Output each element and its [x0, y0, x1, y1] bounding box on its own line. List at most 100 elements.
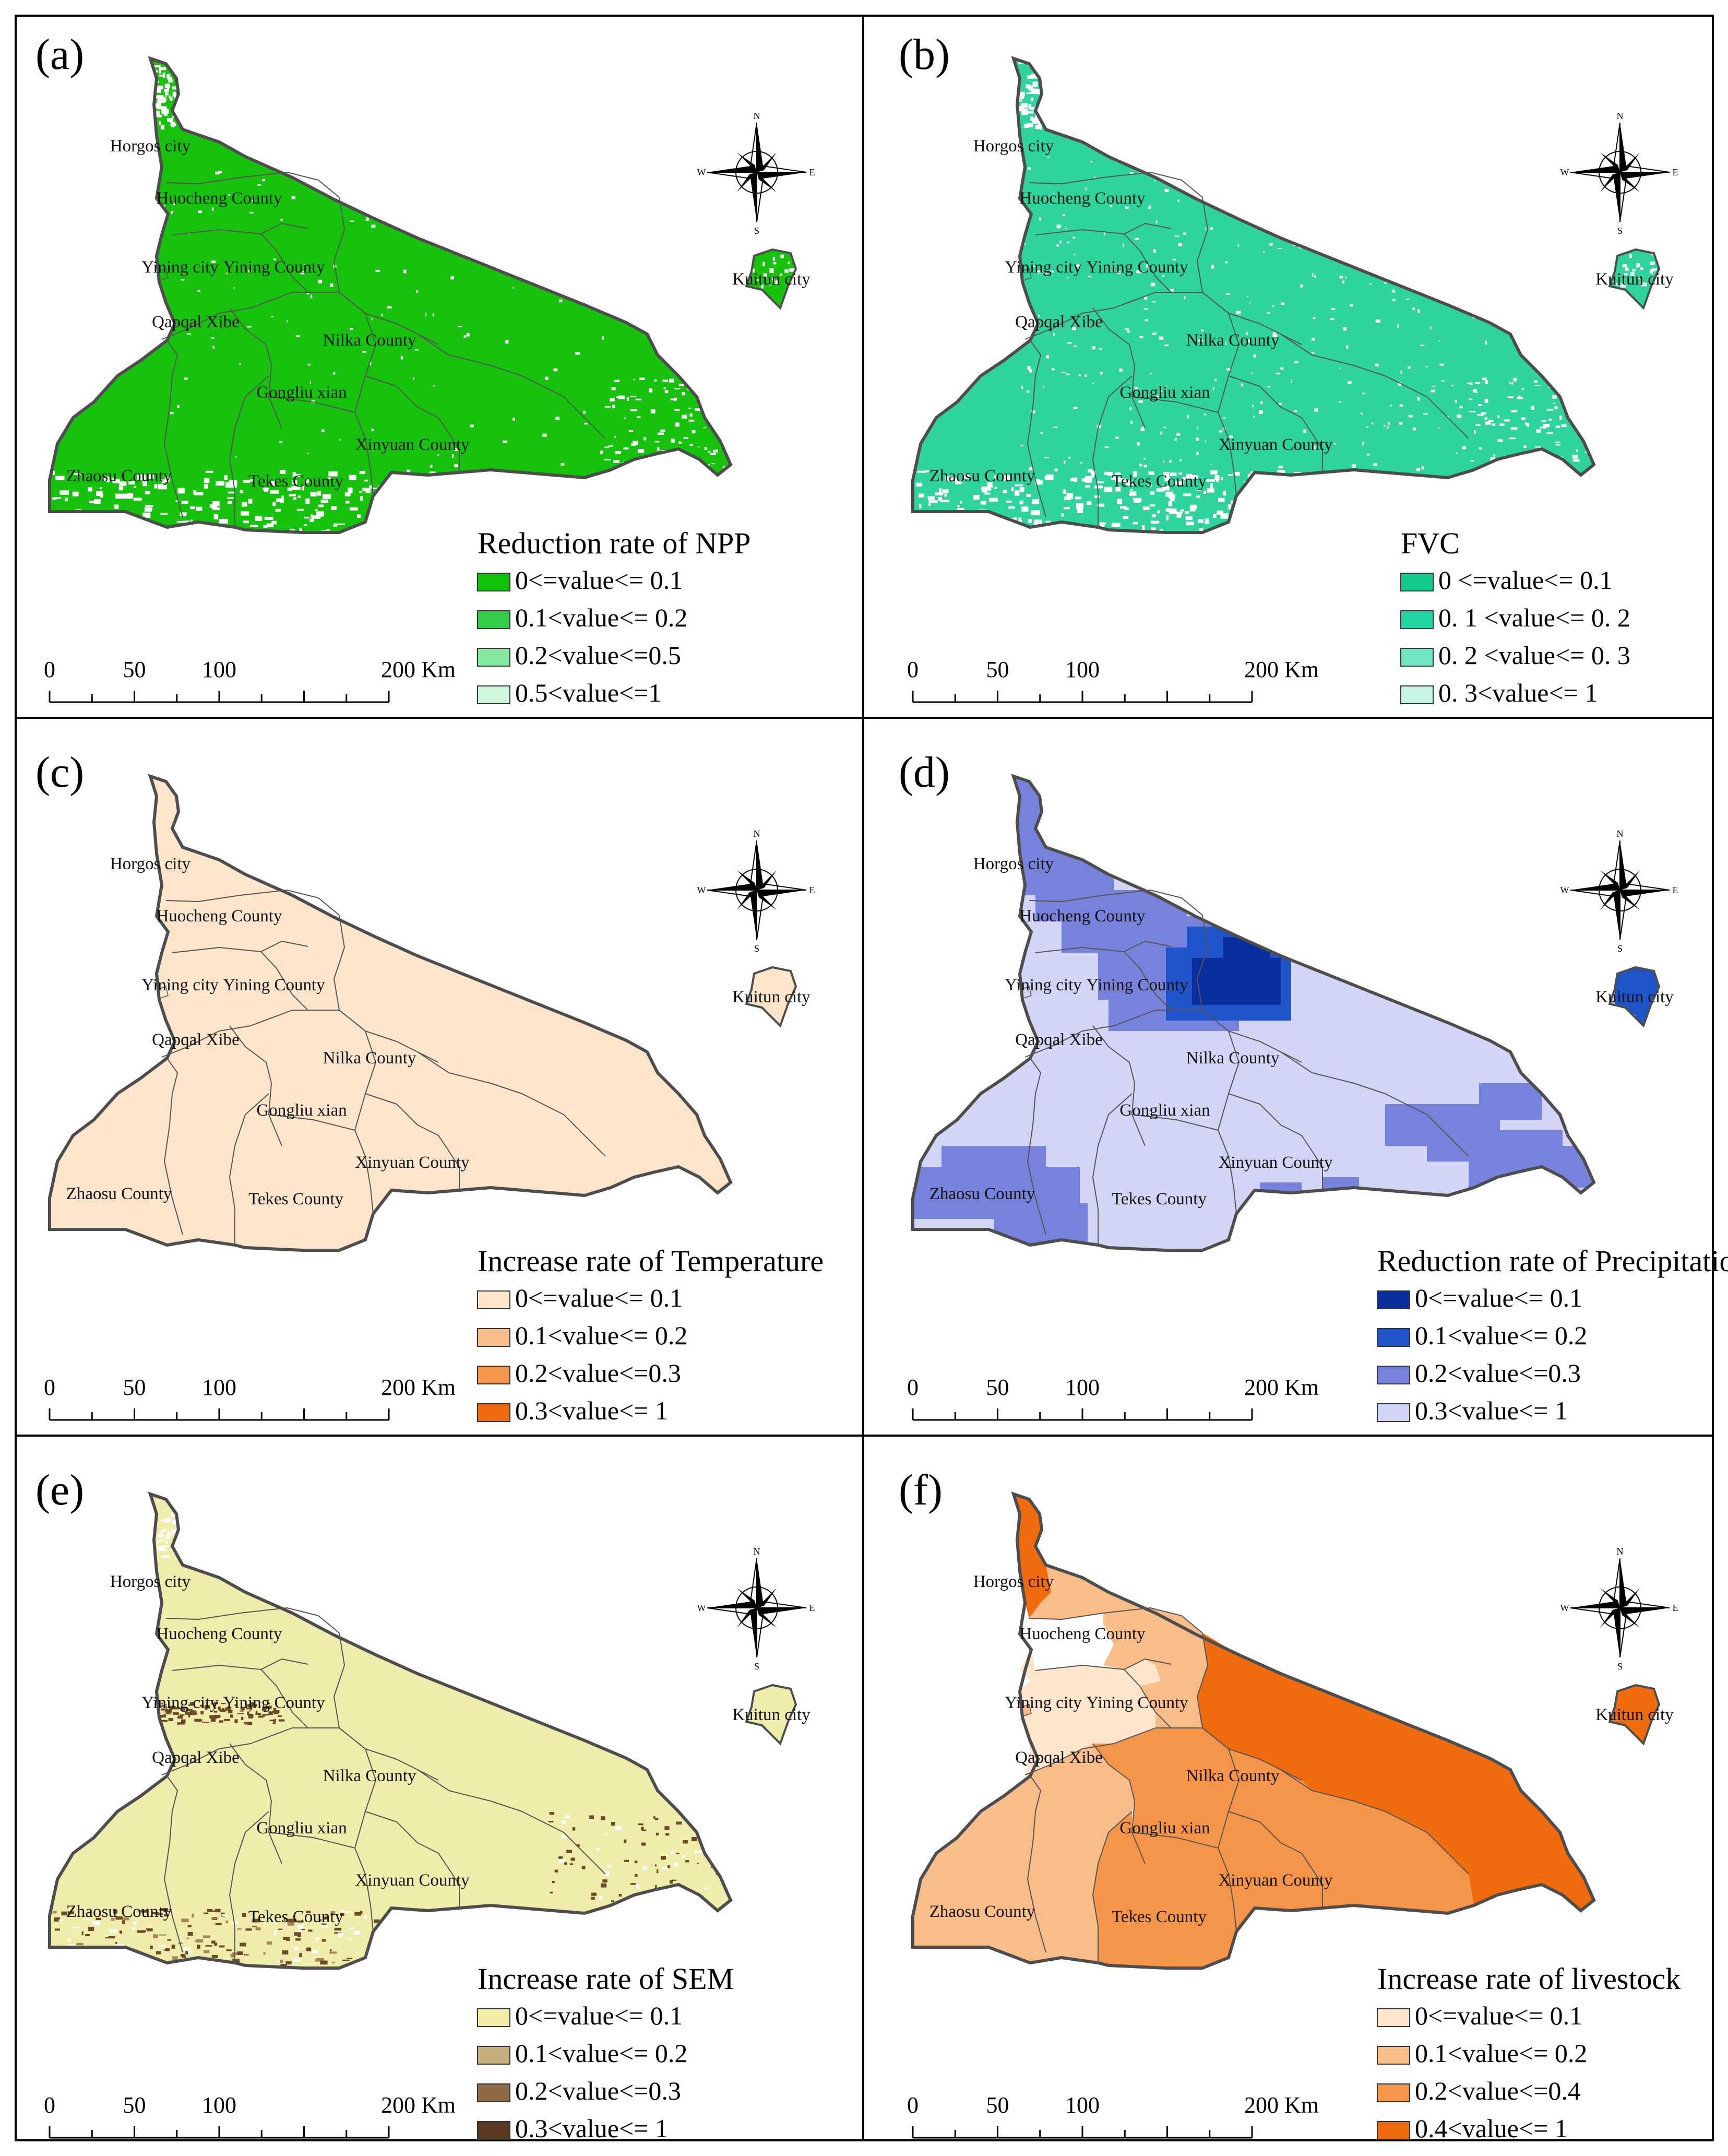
county-boundary — [1029, 890, 1203, 916]
county-label: Gongliu xian — [256, 1101, 347, 1120]
legend-swatch — [1377, 2121, 1410, 2140]
county-boundary — [229, 1743, 282, 1864]
legend-item-label: 0.1<value<= 0.2 — [515, 2039, 687, 2068]
legend-swatch — [1377, 1403, 1410, 1422]
kuitun-area-fill — [1610, 250, 1659, 308]
county-label: Nilka County — [1186, 1767, 1280, 1785]
county-boundary — [417, 334, 606, 439]
scale-end-label: 200 Km — [1244, 2092, 1319, 2118]
legend-swatch — [477, 1366, 510, 1384]
county-label: Yining County — [223, 976, 325, 994]
legend-item-label: 0<=value<= 0.1 — [1415, 1283, 1582, 1312]
county-label: Horgos city — [110, 855, 191, 873]
county-label: Zhaosu County — [929, 467, 1035, 485]
legend-swatch — [477, 648, 510, 667]
legend-item-label: 0.2<value<=0.3 — [515, 2076, 681, 2105]
compass-east-label: E — [1673, 167, 1678, 177]
county-boundary — [164, 1775, 183, 1953]
county-area-huocheng — [1029, 1565, 1202, 1633]
county-label: Kuitun city — [732, 270, 811, 289]
compass-west-label: W — [1560, 1603, 1569, 1613]
county-area-xinyuan — [1260, 1780, 1474, 1913]
county-label: Kuitun city — [732, 988, 811, 1006]
county-boundary — [260, 233, 308, 293]
county-label: Qapqal Xibe — [1015, 1030, 1103, 1049]
legend-item-label: 0.2<value<=0.3 — [515, 1358, 681, 1388]
county-label: Kuitun city — [1595, 1705, 1674, 1724]
legend-swatch — [477, 1403, 510, 1422]
legend-swatch — [1400, 685, 1434, 704]
study-area-fill — [50, 58, 731, 532]
county-boundary — [268, 396, 374, 496]
scale-end-label: 200 Km — [1244, 657, 1319, 682]
panel-label: (e) — [35, 1466, 84, 1514]
north-arrow-icon: N S E W — [697, 828, 815, 954]
legend-swatch — [1377, 1328, 1410, 1347]
legend-title: Reduction rate of Precipitation — [1377, 1244, 1728, 1278]
county-label: Yining County — [1086, 1693, 1188, 1712]
scale-end-label: 200 Km — [1244, 1375, 1319, 1400]
scale-bar: 0 50 100 200 Km — [44, 657, 456, 703]
legend-item-label: 0<=value<= 0.1 — [1415, 2001, 1582, 2030]
county-boundary — [1228, 1093, 1323, 1190]
county-boundary — [1029, 1607, 1203, 1633]
county-label: Qapqal Xibe — [1015, 1748, 1103, 1767]
scale-tick-label: 100 — [1065, 1375, 1100, 1400]
legend-item-label: 0<=value<= 0.1 — [515, 565, 683, 595]
legend-swatch — [1377, 1290, 1410, 1309]
legend-title: Increase rate of SEM — [478, 1962, 734, 1996]
study-area-map — [911, 56, 1661, 534]
county-boundary — [161, 292, 339, 340]
compass-north-label: N — [1617, 828, 1624, 839]
county-boundary — [1131, 1114, 1237, 1214]
study-area-outline — [48, 1491, 733, 1970]
legend-swatch — [1400, 573, 1434, 591]
scale-bar: 0 50 100 200 Km — [907, 1375, 1319, 1421]
legend-swatch — [477, 1328, 510, 1347]
study-area-map — [48, 1491, 797, 1970]
county-boundary — [1092, 1093, 1133, 1245]
county-label: Huocheng County — [1019, 189, 1146, 208]
county-label: Gongliu xian — [1119, 1819, 1210, 1838]
county-boundary — [165, 890, 340, 916]
county-label: Xinyuan County — [1218, 1153, 1333, 1172]
county-boundary — [165, 172, 340, 198]
scale-tick-label: 50 — [986, 2092, 1009, 2118]
county-boundary — [365, 375, 460, 472]
county-label: Huocheng County — [156, 907, 282, 926]
legend: FVC 0 <=value<= 0.1 0. 1 <value<= 0. 2 0. 2… — [1400, 526, 1630, 707]
county-boundary — [1024, 1727, 1202, 1775]
county-boundary — [229, 1811, 269, 1963]
legend-item-label: 0.1<value<= 0.2 — [515, 603, 687, 632]
county-boundary — [229, 375, 269, 527]
legend-swatch — [477, 2046, 510, 2065]
legend-item-label: 0 <=value<= 0.1 — [1438, 565, 1613, 595]
county-label: Yining city — [141, 1693, 219, 1712]
county-boundary — [1092, 1743, 1146, 1864]
county-label: Xinyuan County — [355, 1153, 470, 1172]
legend-swatch — [1377, 2083, 1410, 2102]
county-label: Gongliu xian — [256, 383, 347, 402]
compass-west-label: W — [1560, 885, 1569, 895]
study-area-outline — [911, 774, 1596, 1252]
county-boundary — [365, 1811, 460, 1908]
scale-tick-label: 100 — [1065, 657, 1100, 682]
county-label: Yining County — [1086, 976, 1188, 994]
legend: Increase rate of Temperature 0<=value<= 0… — [477, 1244, 824, 1425]
study-area-map — [48, 774, 797, 1252]
county-area-tekes — [1093, 1811, 1322, 1968]
county-label: Horgos city — [973, 137, 1054, 156]
county-boundary — [260, 951, 308, 1011]
compass-east-label: E — [809, 167, 815, 177]
study-area-outline — [48, 56, 733, 534]
county-label: Kuitun city — [732, 1705, 811, 1724]
legend-title: Increase rate of Temperature — [478, 1244, 824, 1278]
county-label: Yining city — [1005, 1693, 1082, 1712]
scale-end-label: 200 Km — [381, 657, 456, 682]
kuitun-outline — [1608, 1684, 1661, 1746]
study-area-map — [911, 1491, 1661, 1970]
county-label: Tekes County — [1112, 1908, 1207, 1926]
county-boundary — [1202, 1010, 1240, 1131]
study-area-fill — [50, 776, 731, 1250]
county-boundary — [1092, 1025, 1146, 1146]
